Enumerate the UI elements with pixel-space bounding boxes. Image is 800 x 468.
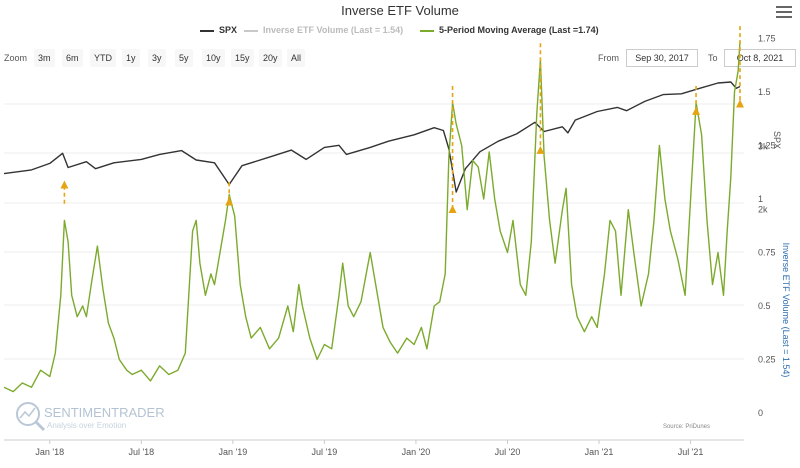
zoom-6m-button[interactable]: 6m	[62, 49, 83, 67]
menu-icon[interactable]	[776, 6, 792, 20]
zoom-label: Zoom	[4, 53, 28, 63]
zoom-15y-button[interactable]: 15y	[231, 49, 254, 67]
volume-tick-label: 0.25	[758, 355, 776, 365]
legend-swatch-spx	[200, 29, 214, 32]
volume-tick-label: 0.75	[758, 248, 776, 258]
x-tick-label: Jul '21	[678, 447, 704, 457]
x-axis: Jan '18 Jul '18 Jan '19 Jul '19 Jan '20 Jul '…	[4, 439, 744, 457]
zoom-3m-button[interactable]: 3m	[34, 49, 55, 67]
source-note: Source: PriDunes	[663, 424, 710, 430]
volume-tick-label: 1	[758, 194, 763, 204]
spx-tick-label: 2k	[758, 205, 768, 215]
zoom-all-button[interactable]: All	[287, 49, 306, 67]
watermark-logo-icon	[16, 402, 46, 432]
volume-axis-title: Inverse ETF Volume (Last = 1.54)	[781, 243, 791, 378]
zoom-5y-button[interactable]: 5y	[175, 49, 193, 67]
watermark-brand: SENTIMENTRADER	[44, 405, 165, 420]
y-axes: 2k 3k SPX 0 0.25 0.5 0.75 1 1.25 1.5 1.75 Inverse E…	[758, 34, 791, 419]
x-tick-label: Jan '20	[402, 447, 431, 457]
spx-axis-title: SPX	[772, 131, 782, 149]
volume-tick-label: 0.5	[758, 301, 771, 311]
legend-label-spx: SPX	[219, 25, 238, 35]
zoom-20y-button[interactable]: 20y	[259, 49, 282, 67]
legend-swatch-moving-average	[420, 29, 434, 32]
spx-line	[3, 81, 741, 193]
arrow-head	[692, 106, 701, 115]
zoom-3y-button[interactable]: 3y	[148, 49, 166, 67]
range-to-label: To	[708, 53, 718, 63]
legend-label-moving-average: 5-Period Moving Average (Last =1.74)	[439, 25, 599, 35]
legend-item-spx[interactable]: SPX	[200, 25, 237, 35]
watermark: SENTIMENTRADER Analysis over Emotion	[16, 402, 165, 432]
legend-item-moving-average[interactable]: 5-Period Moving Average (Last =1.74)	[420, 25, 599, 35]
legend-swatch-inverse-etf	[244, 29, 258, 32]
volume-tick-label: 0	[758, 408, 763, 418]
arrow-head	[536, 145, 545, 154]
range-from-input[interactable]: Sep 30, 2017	[626, 49, 698, 67]
volume-tick-label: 1.75	[758, 34, 776, 44]
x-tick-label: Jan '18	[35, 447, 64, 457]
arrow-head	[225, 197, 234, 206]
arrow-head	[60, 180, 69, 189]
volume-tick-label: 1.5	[758, 87, 771, 97]
arrow-head	[448, 205, 457, 213]
range-from-label: From	[598, 53, 619, 63]
x-tick-label: Jan '19	[218, 447, 247, 457]
x-tick-label: Jul '18	[128, 447, 154, 457]
spx-tick-label: 3k	[758, 141, 768, 151]
arrow-head	[736, 99, 744, 108]
x-tick-label: Jan '21	[585, 447, 614, 457]
volume-tick-label: 1.25	[758, 141, 776, 151]
zoom-1y-button[interactable]: 1y	[122, 49, 140, 67]
zoom-10y-button[interactable]: 10y	[202, 49, 225, 67]
watermark-tagline: Analysis over Emotion	[47, 421, 126, 430]
x-tick-label: Jul '19	[312, 447, 338, 457]
chart-title: Inverse ETF Volume	[341, 3, 459, 18]
legend: SPX Inverse ETF Volume (Last = 1.54) 5-P…	[0, 25, 800, 39]
range-to-input[interactable]: Oct 8, 2021	[724, 49, 796, 67]
x-tick-label: Jul '20	[495, 447, 521, 457]
gridlines	[4, 103, 744, 360]
zoom-ytd-button[interactable]: YTD	[90, 49, 116, 67]
legend-item-inverse-etf[interactable]: Inverse ETF Volume (Last = 1.54)	[244, 25, 403, 35]
legend-label-inverse-etf: Inverse ETF Volume (Last = 1.54)	[263, 25, 404, 35]
moving-average-line	[3, 40, 741, 393]
